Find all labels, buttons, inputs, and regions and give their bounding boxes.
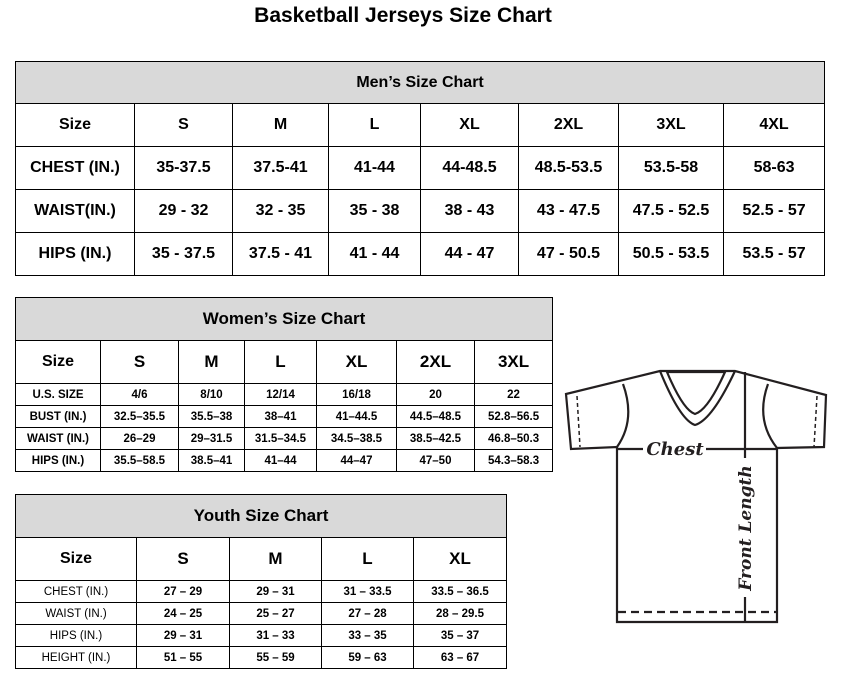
table-cell: 53.5-58 bbox=[618, 146, 724, 190]
youth-table-row: HEIGHT (IN.) 51 – 55 55 – 59 59 – 63 63 – 67 bbox=[15, 646, 508, 669]
table-cell: 37.5-41 bbox=[232, 146, 329, 190]
table-cell: 32 - 35 bbox=[232, 189, 329, 233]
row-label: HIPS (IN.) bbox=[15, 449, 101, 472]
youth-table-row: HIPS (IN.) 29 – 31 31 – 33 33 – 35 35 – 37 bbox=[15, 624, 508, 647]
men-table-row: CHEST (IN.) 35-37.5 37.5-41 41-44 44-48.5 48.… bbox=[15, 146, 826, 190]
table-cell: 41 - 44 bbox=[328, 232, 421, 276]
row-label: WAIST (IN.) bbox=[15, 427, 101, 450]
row-label: HIPS (IN.) bbox=[15, 232, 135, 276]
table-cell: 33.5 – 36.5 bbox=[412, 580, 508, 603]
women-table-row: HIPS (IN.) 35.5–58.5 38.5–41 41–44 44–47 47–5… bbox=[15, 449, 554, 472]
men-table-row: WAIST(IN.) 29 - 32 32 - 35 35 - 38 38 - 43 43… bbox=[15, 189, 826, 233]
table-cell: L bbox=[244, 340, 317, 384]
table-cell: 3XL bbox=[473, 340, 554, 384]
women-table-title: Women’s Size Chart bbox=[14, 297, 554, 341]
women-table-row: U.S. SIZE 4/6 8/10 12/14 16/18 20 22 bbox=[15, 383, 554, 406]
table-cell: 41–44.5 bbox=[316, 405, 397, 428]
row-label: Size bbox=[15, 537, 137, 581]
table-cell: 35.5–58.5 bbox=[100, 449, 179, 472]
men-table-row: HIPS (IN.) 35 - 37.5 37.5 - 41 41 - 44 44 - … bbox=[15, 232, 826, 276]
table-cell: 27 – 29 bbox=[136, 580, 230, 603]
table-cell: 37.5 - 41 bbox=[232, 232, 329, 276]
youth-table-row: CHEST (IN.) 27 – 29 29 – 31 31 – 33.5 33.5 –… bbox=[15, 580, 508, 603]
row-label: HEIGHT (IN.) bbox=[15, 646, 137, 669]
table-cell: 47–50 bbox=[396, 449, 475, 472]
table-cell: 16/18 bbox=[316, 383, 397, 406]
table-cell: 52.5 - 57 bbox=[722, 189, 826, 233]
men-size-table: Men’s Size Chart Size S M L XL 2XL 3XL 4XL CHEST… bbox=[14, 61, 826, 276]
women-table-row: WAIST (IN.) 26–29 29–31.5 31.5–34.5 34.5–38.… bbox=[15, 427, 554, 450]
table-cell: 51 – 55 bbox=[136, 646, 230, 669]
table-cell: 38 - 43 bbox=[420, 189, 519, 233]
table-cell: 35 – 37 bbox=[412, 624, 508, 647]
chest-label: Chest bbox=[646, 439, 704, 460]
table-cell: 8/10 bbox=[178, 383, 245, 406]
table-cell: 44 - 47 bbox=[420, 232, 519, 276]
table-cell: XL bbox=[316, 340, 397, 384]
table-cell: L bbox=[321, 537, 414, 581]
table-cell: L bbox=[328, 103, 421, 147]
row-label: CHEST (IN.) bbox=[15, 580, 137, 603]
table-cell: 47 - 50.5 bbox=[518, 232, 619, 276]
row-label: BUST (IN.) bbox=[15, 405, 101, 428]
youth-size-table: Youth Size Chart Size S M L XL CHEST (IN.) 27 … bbox=[14, 494, 508, 669]
table-cell: 32.5–35.5 bbox=[100, 405, 179, 428]
row-label: Size bbox=[15, 340, 101, 384]
women-table-row: BUST (IN.) 32.5–35.5 35.5–38 38–41 41–44.5 44… bbox=[15, 405, 554, 428]
table-cell: 2XL bbox=[396, 340, 475, 384]
row-label: WAIST(IN.) bbox=[15, 189, 135, 233]
table-cell: 53.5 - 57 bbox=[722, 232, 826, 276]
table-cell: 35-37.5 bbox=[134, 146, 233, 190]
table-cell: 31 – 33.5 bbox=[321, 580, 414, 603]
table-cell: 48.5-53.5 bbox=[518, 146, 619, 190]
table-cell: 28 – 29.5 bbox=[412, 602, 508, 625]
table-cell: 41–44 bbox=[244, 449, 317, 472]
table-cell: 12/14 bbox=[244, 383, 317, 406]
table-cell: 44-48.5 bbox=[420, 146, 519, 190]
row-label: U.S. SIZE bbox=[15, 383, 101, 406]
youth-header-row: Size S M L XL bbox=[15, 537, 508, 581]
table-cell: 52.8–56.5 bbox=[473, 405, 554, 428]
table-cell: 29 - 32 bbox=[134, 189, 233, 233]
table-cell: 63 – 67 bbox=[412, 646, 508, 669]
table-cell: 35 - 37.5 bbox=[134, 232, 233, 276]
table-cell: 55 – 59 bbox=[229, 646, 322, 669]
table-cell: 22 bbox=[473, 383, 554, 406]
table-cell: 54.3–58.3 bbox=[473, 449, 554, 472]
youth-table-title: Youth Size Chart bbox=[14, 494, 508, 538]
table-cell: 34.5–38.5 bbox=[316, 427, 397, 450]
jersey-outline bbox=[564, 369, 828, 624]
table-cell: 50.5 - 53.5 bbox=[618, 232, 724, 276]
table-cell: XL bbox=[420, 103, 519, 147]
women-size-table: Women’s Size Chart Size S M L XL 2XL 3XL U.S. S… bbox=[14, 297, 554, 472]
row-label: CHEST (IN.) bbox=[15, 146, 135, 190]
table-cell: 29–31.5 bbox=[178, 427, 245, 450]
youth-table-row: WAIST (IN.) 24 – 25 25 – 27 27 – 28 28 – 29.… bbox=[15, 602, 508, 625]
table-cell: 4XL bbox=[722, 103, 826, 147]
table-cell: 58-63 bbox=[722, 146, 826, 190]
men-table-title: Men’s Size Chart bbox=[14, 61, 826, 104]
table-cell: M bbox=[229, 537, 322, 581]
table-cell: 25 – 27 bbox=[229, 602, 322, 625]
page-title: Basketball Jerseys Size Chart bbox=[254, 4, 552, 27]
front-length-label: Front Length bbox=[736, 465, 756, 591]
